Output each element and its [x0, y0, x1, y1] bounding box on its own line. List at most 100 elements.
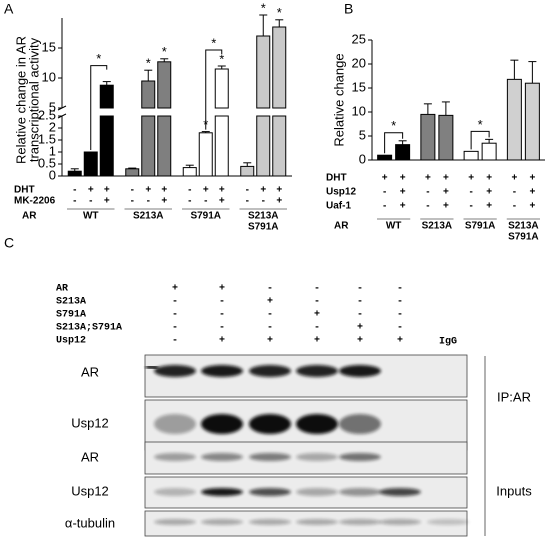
x-tick-label: S791A [248, 222, 279, 233]
condition-sign: + [443, 187, 449, 198]
condition-sign: - [172, 297, 178, 308]
blot-band [201, 488, 243, 496]
condition-sign: - [219, 297, 225, 308]
blot-band [154, 365, 196, 377]
condition-sign: - [267, 284, 273, 295]
condition-sign: + [104, 185, 110, 196]
y-axis-title: Relative change in AR [13, 36, 28, 164]
condition-sign: - [219, 323, 225, 334]
bar [272, 26, 287, 109]
category-row-label: AR [334, 221, 349, 232]
blot-band [339, 365, 381, 377]
condition-sign: - [314, 284, 320, 295]
condition-sign: + [219, 196, 225, 207]
condition-sign: - [246, 196, 249, 207]
condition-label: Uaf-1 [326, 201, 351, 212]
condition-sign: + [400, 187, 406, 198]
condition-sign: + [468, 173, 474, 184]
blot-row-label: AR [81, 449, 99, 464]
condition-sign: - [426, 187, 429, 198]
bar [481, 142, 497, 161]
y-axis-title: Relative change [331, 53, 346, 146]
condition-sign: + [276, 196, 282, 207]
bar [395, 144, 411, 161]
panel-label: C [4, 235, 14, 251]
y-tick-label: 15 [42, 39, 56, 54]
condition-sign: - [383, 201, 386, 212]
bar [141, 80, 156, 109]
blot-row-label: Usp12 [71, 415, 109, 430]
blot-band [339, 488, 381, 496]
condition-sign: + [172, 284, 178, 295]
condition-sign: - [131, 196, 134, 207]
condition-sign: - [267, 310, 273, 321]
bar [463, 150, 479, 161]
y-tick-label: 2 [49, 119, 56, 134]
y-tick-label: 10 [352, 103, 366, 118]
condition-sign: + [486, 173, 492, 184]
condition-sign: + [104, 196, 110, 207]
condition-sign: + [161, 196, 167, 207]
condition-sign: - [172, 336, 178, 347]
condition-sign: + [529, 187, 535, 198]
blot-row-label: AR [81, 364, 99, 379]
x-tick-label: S791A [508, 232, 539, 243]
bar [99, 115, 114, 177]
condition-sign: - [188, 196, 191, 207]
blot-band [154, 488, 196, 496]
blot-band [154, 453, 196, 461]
condition-sign: - [513, 201, 516, 212]
condition-sign: + [219, 336, 225, 347]
significance-bracket [90, 65, 108, 150]
blot-band [339, 453, 381, 461]
condition-sign: - [397, 310, 403, 321]
condition-label: S791A [56, 310, 86, 321]
condition-label: DHT [14, 185, 35, 196]
condition-sign: - [513, 187, 516, 198]
category-row-label: AR [22, 211, 37, 222]
y-axis-title: transcriptional activity [26, 37, 41, 162]
blot-band [339, 519, 381, 525]
condition-sign: + [529, 201, 535, 212]
blot-row-label: Usp12 [71, 483, 109, 498]
bar [157, 61, 172, 109]
condition-label: Usp12 [56, 336, 86, 347]
blot-band [154, 519, 196, 525]
condition-sign: + [511, 173, 517, 184]
blot-band [339, 414, 381, 434]
blot-band [249, 365, 291, 377]
significance-bracket [470, 130, 490, 150]
significance-star: * [261, 0, 266, 15]
condition-sign: + [357, 336, 363, 347]
significance-star: * [277, 5, 282, 20]
condition-sign: - [397, 323, 403, 334]
y-tick-label: 25 [352, 31, 366, 46]
condition-sign: + [267, 336, 273, 347]
blot-band [296, 365, 338, 377]
blot-band [296, 488, 338, 496]
significance-bracket [384, 132, 404, 154]
significance-star: * [146, 56, 151, 71]
bar [272, 115, 287, 177]
y-tick-label: 15 [352, 79, 366, 94]
control-label: IgG [439, 337, 457, 348]
bar [256, 115, 271, 177]
y-tick-label: 10 [42, 69, 56, 84]
blot-band [249, 414, 291, 434]
y-tick-label: 2.5 [38, 107, 56, 122]
condition-sign: - [397, 284, 403, 295]
blot-band [249, 453, 291, 461]
condition-sign: + [219, 284, 225, 295]
bar [377, 154, 393, 161]
condition-sign: + [443, 201, 449, 212]
bar [438, 114, 454, 161]
bar [214, 68, 229, 109]
y-tick-label: 0 [359, 151, 366, 166]
blot-band [201, 519, 243, 525]
bar [506, 78, 522, 161]
condition-sign: + [486, 187, 492, 198]
condition-label: AR [56, 284, 68, 295]
panel-label: A [4, 1, 14, 17]
condition-sign: + [161, 185, 167, 196]
